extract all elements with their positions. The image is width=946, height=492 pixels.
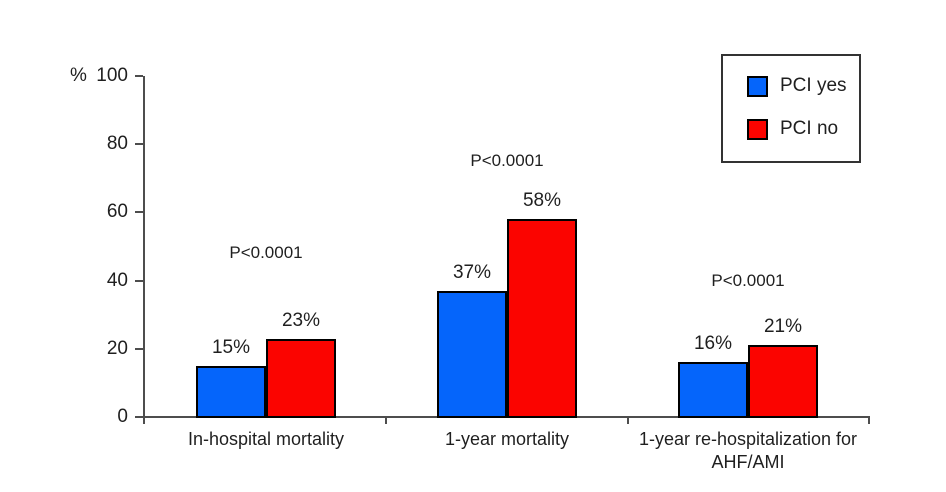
bar-value-label-pci-no-group-2: 58% <box>522 190 562 211</box>
p-value-annotation-group-2: P<0.0001 <box>470 151 544 170</box>
y-axis-unit-label: % <box>70 65 87 86</box>
bar-pci-yes-group-2 <box>437 291 507 418</box>
y-axis-tick-label: 0 <box>117 406 128 427</box>
bar-value-label-pci-yes-group-3: 16% <box>693 333 733 354</box>
y-axis-tick-label: 40 <box>106 270 128 291</box>
y-axis-tick <box>135 75 143 77</box>
x-axis-tick <box>385 416 387 424</box>
legend: PCI yes PCI no <box>721 54 861 163</box>
category-label-group-3: 1-year re-hospitalization for AHF/AMI <box>638 429 858 472</box>
bar-value-label-pci-no-group-1: 23% <box>281 310 321 331</box>
legend-swatch-pci-no <box>747 118 768 140</box>
y-axis-tick-label: 60 <box>106 201 128 222</box>
y-axis-tick <box>135 348 143 350</box>
bar-pci-yes-group-1 <box>196 366 266 418</box>
y-axis-tick <box>135 143 143 145</box>
category-label-group-2: 1-year mortality <box>444 429 570 449</box>
legend-swatch-pci-yes <box>747 75 768 97</box>
bar-value-label-pci-yes-group-1: 15% <box>211 337 251 358</box>
bar-pci-yes-group-3 <box>678 362 748 418</box>
y-axis-tick-label: 20 <box>106 338 128 359</box>
p-value-annotation-group-1: P<0.0001 <box>229 243 303 262</box>
category-label-group-1: In-hospital mortality <box>187 429 345 449</box>
legend-label-pci-no: PCI no <box>780 118 839 139</box>
x-axis-tick <box>627 416 629 424</box>
bar-value-label-pci-yes-group-2: 37% <box>452 262 492 283</box>
y-axis-tick <box>135 280 143 282</box>
bar-pci-no-group-2 <box>507 219 577 418</box>
bar-pci-no-group-1 <box>266 339 336 418</box>
y-axis-tick-label: 80 <box>106 133 128 154</box>
bar-value-label-pci-no-group-3: 21% <box>763 316 803 337</box>
y-axis-tick <box>135 416 143 418</box>
legend-item-pci-no: PCI no <box>747 117 838 141</box>
bar-pci-no-group-3 <box>748 345 818 418</box>
legend-label-pci-yes: PCI yes <box>780 75 847 96</box>
x-axis-tick <box>868 416 870 424</box>
y-axis-line <box>143 76 145 424</box>
legend-item-pci-yes: PCI yes <box>747 74 847 98</box>
y-axis-tick <box>135 211 143 213</box>
p-value-annotation-group-3: P<0.0001 <box>711 271 785 290</box>
y-axis-tick-label: 100 <box>96 65 128 86</box>
